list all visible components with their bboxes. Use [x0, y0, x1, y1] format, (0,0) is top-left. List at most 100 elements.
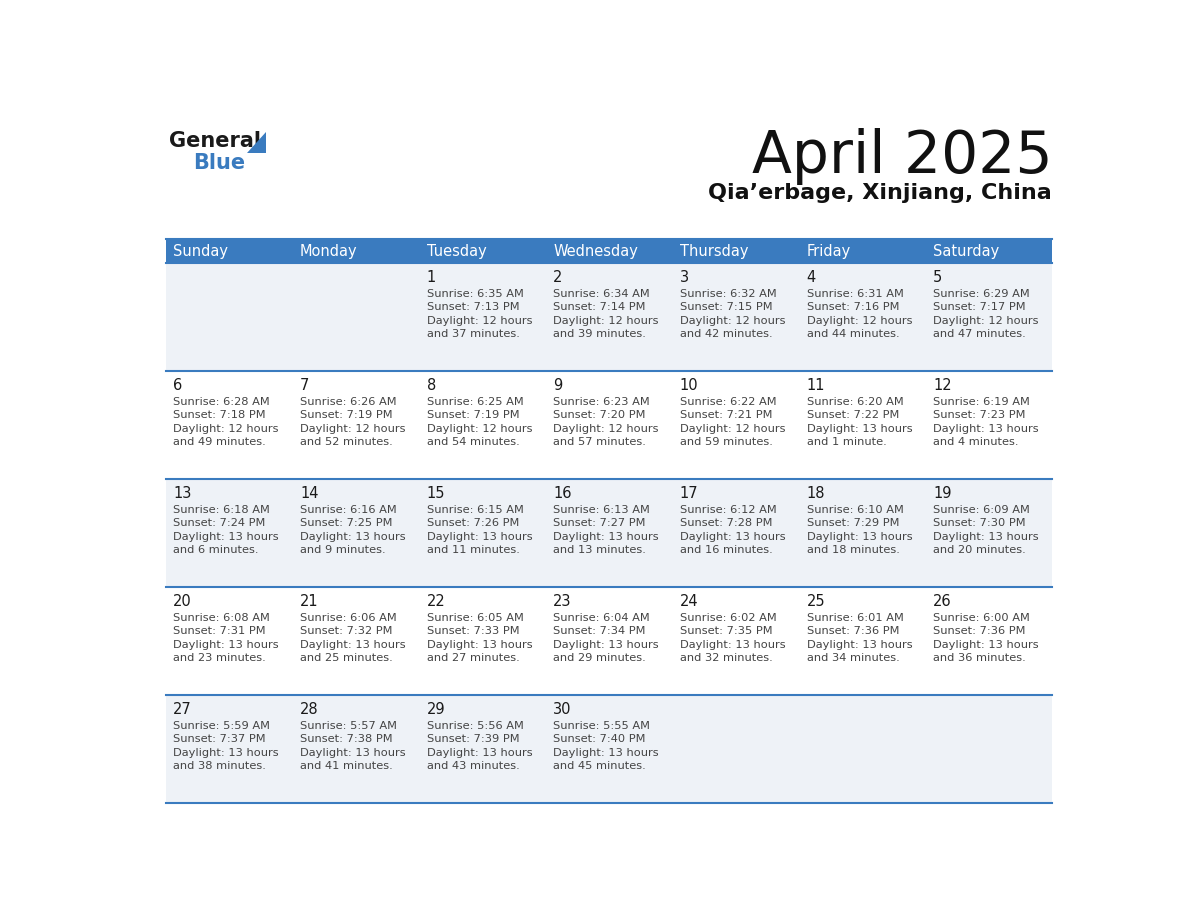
Bar	[798, 263, 925, 372]
Text: and 27 minutes.: and 27 minutes.	[426, 653, 519, 663]
Text: Daylight: 13 hours: Daylight: 13 hours	[173, 532, 279, 542]
Bar	[292, 479, 419, 588]
Text: Sunrise: 6:12 AM: Sunrise: 6:12 AM	[680, 505, 777, 515]
Text: and 47 minutes.: and 47 minutes.	[934, 330, 1026, 340]
Text: Daylight: 13 hours: Daylight: 13 hours	[173, 640, 279, 650]
Text: Sunset: 7:37 PM: Sunset: 7:37 PM	[173, 734, 266, 744]
Text: and 9 minutes.: and 9 minutes.	[299, 545, 386, 555]
Bar	[925, 372, 1053, 479]
Bar	[672, 239, 798, 263]
Text: Sunset: 7:15 PM: Sunset: 7:15 PM	[680, 302, 772, 312]
Bar	[925, 263, 1053, 372]
Text: Sunrise: 6:26 AM: Sunrise: 6:26 AM	[299, 397, 397, 407]
Text: Sunset: 7:29 PM: Sunset: 7:29 PM	[807, 518, 899, 528]
Text: 13: 13	[173, 487, 191, 501]
Text: 9: 9	[554, 378, 563, 393]
Text: 29: 29	[426, 702, 446, 717]
Text: 4: 4	[807, 270, 816, 285]
Text: and 44 minutes.: and 44 minutes.	[807, 330, 899, 340]
Text: and 11 minutes.: and 11 minutes.	[426, 545, 519, 555]
Bar	[292, 372, 419, 479]
Text: Monday: Monday	[299, 243, 358, 259]
Text: and 20 minutes.: and 20 minutes.	[934, 545, 1026, 555]
Text: Friday: Friday	[807, 243, 851, 259]
Text: Daylight: 13 hours: Daylight: 13 hours	[807, 532, 912, 542]
Text: 19: 19	[934, 487, 952, 501]
Bar	[292, 588, 419, 695]
Text: Daylight: 13 hours: Daylight: 13 hours	[299, 747, 405, 757]
Text: Daylight: 13 hours: Daylight: 13 hours	[934, 532, 1038, 542]
Text: 27: 27	[173, 702, 192, 717]
Text: 21: 21	[299, 594, 318, 610]
Bar	[419, 695, 545, 803]
Bar	[292, 695, 419, 803]
Polygon shape	[247, 131, 266, 153]
Text: Daylight: 13 hours: Daylight: 13 hours	[299, 532, 405, 542]
Bar	[925, 239, 1053, 263]
Text: Sunrise: 6:34 AM: Sunrise: 6:34 AM	[554, 289, 650, 298]
Bar	[798, 479, 925, 588]
Text: 25: 25	[807, 594, 826, 610]
Text: Sunrise: 5:59 AM: Sunrise: 5:59 AM	[173, 721, 271, 731]
Text: Sunset: 7:39 PM: Sunset: 7:39 PM	[426, 734, 519, 744]
Bar	[672, 588, 798, 695]
Text: Sunrise: 6:10 AM: Sunrise: 6:10 AM	[807, 505, 903, 515]
Bar	[925, 588, 1053, 695]
Bar	[545, 372, 672, 479]
Text: Sunrise: 6:28 AM: Sunrise: 6:28 AM	[173, 397, 270, 407]
Text: Sunrise: 6:06 AM: Sunrise: 6:06 AM	[299, 612, 397, 622]
Text: and 45 minutes.: and 45 minutes.	[554, 761, 646, 771]
Text: Wednesday: Wednesday	[554, 243, 638, 259]
Text: Sunrise: 6:05 AM: Sunrise: 6:05 AM	[426, 612, 524, 622]
Text: Sunrise: 6:19 AM: Sunrise: 6:19 AM	[934, 397, 1030, 407]
Text: Sunrise: 6:20 AM: Sunrise: 6:20 AM	[807, 397, 903, 407]
Text: Sunrise: 6:18 AM: Sunrise: 6:18 AM	[173, 505, 270, 515]
Text: Daylight: 13 hours: Daylight: 13 hours	[426, 640, 532, 650]
Text: 11: 11	[807, 378, 826, 393]
Text: Sunset: 7:33 PM: Sunset: 7:33 PM	[426, 626, 519, 636]
Text: April 2025: April 2025	[752, 128, 1053, 185]
Bar	[165, 372, 292, 479]
Text: 16: 16	[554, 487, 571, 501]
Text: Daylight: 12 hours: Daylight: 12 hours	[680, 316, 785, 326]
Text: Sunrise: 6:00 AM: Sunrise: 6:00 AM	[934, 612, 1030, 622]
Text: and 42 minutes.: and 42 minutes.	[680, 330, 772, 340]
Text: 18: 18	[807, 487, 826, 501]
Bar	[672, 372, 798, 479]
Text: Sunset: 7:22 PM: Sunset: 7:22 PM	[807, 410, 899, 420]
Bar	[798, 588, 925, 695]
Text: Sunset: 7:30 PM: Sunset: 7:30 PM	[934, 518, 1026, 528]
Text: Sunrise: 6:32 AM: Sunrise: 6:32 AM	[680, 289, 777, 298]
Bar	[545, 263, 672, 372]
Text: 5: 5	[934, 270, 942, 285]
Bar	[419, 263, 545, 372]
Text: Daylight: 13 hours: Daylight: 13 hours	[554, 532, 659, 542]
Text: Sunset: 7:24 PM: Sunset: 7:24 PM	[173, 518, 266, 528]
Bar	[419, 588, 545, 695]
Text: Daylight: 12 hours: Daylight: 12 hours	[807, 316, 912, 326]
Text: and 1 minute.: and 1 minute.	[807, 437, 886, 447]
Bar	[419, 239, 545, 263]
Text: Daylight: 13 hours: Daylight: 13 hours	[299, 640, 405, 650]
Bar	[545, 239, 672, 263]
Bar	[419, 372, 545, 479]
Text: Daylight: 12 hours: Daylight: 12 hours	[173, 424, 279, 433]
Bar	[925, 479, 1053, 588]
Text: Tuesday: Tuesday	[426, 243, 486, 259]
Text: and 59 minutes.: and 59 minutes.	[680, 437, 773, 447]
Text: and 43 minutes.: and 43 minutes.	[426, 761, 519, 771]
Bar	[545, 479, 672, 588]
Text: and 29 minutes.: and 29 minutes.	[554, 653, 646, 663]
Bar	[798, 239, 925, 263]
Text: and 32 minutes.: and 32 minutes.	[680, 653, 772, 663]
Text: Sunset: 7:18 PM: Sunset: 7:18 PM	[173, 410, 266, 420]
Text: Daylight: 13 hours: Daylight: 13 hours	[807, 640, 912, 650]
Bar	[672, 479, 798, 588]
Text: Blue: Blue	[192, 152, 245, 173]
Text: 26: 26	[934, 594, 952, 610]
Text: Sunrise: 6:29 AM: Sunrise: 6:29 AM	[934, 289, 1030, 298]
Text: and 34 minutes.: and 34 minutes.	[807, 653, 899, 663]
Bar	[165, 239, 292, 263]
Text: Sunset: 7:36 PM: Sunset: 7:36 PM	[934, 626, 1025, 636]
Text: Daylight: 12 hours: Daylight: 12 hours	[426, 424, 532, 433]
